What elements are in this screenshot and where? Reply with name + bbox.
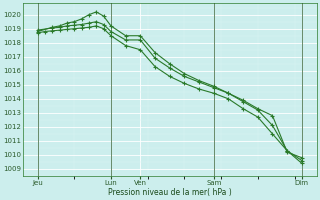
X-axis label: Pression niveau de la mer( hPa ): Pression niveau de la mer( hPa )	[108, 188, 232, 197]
